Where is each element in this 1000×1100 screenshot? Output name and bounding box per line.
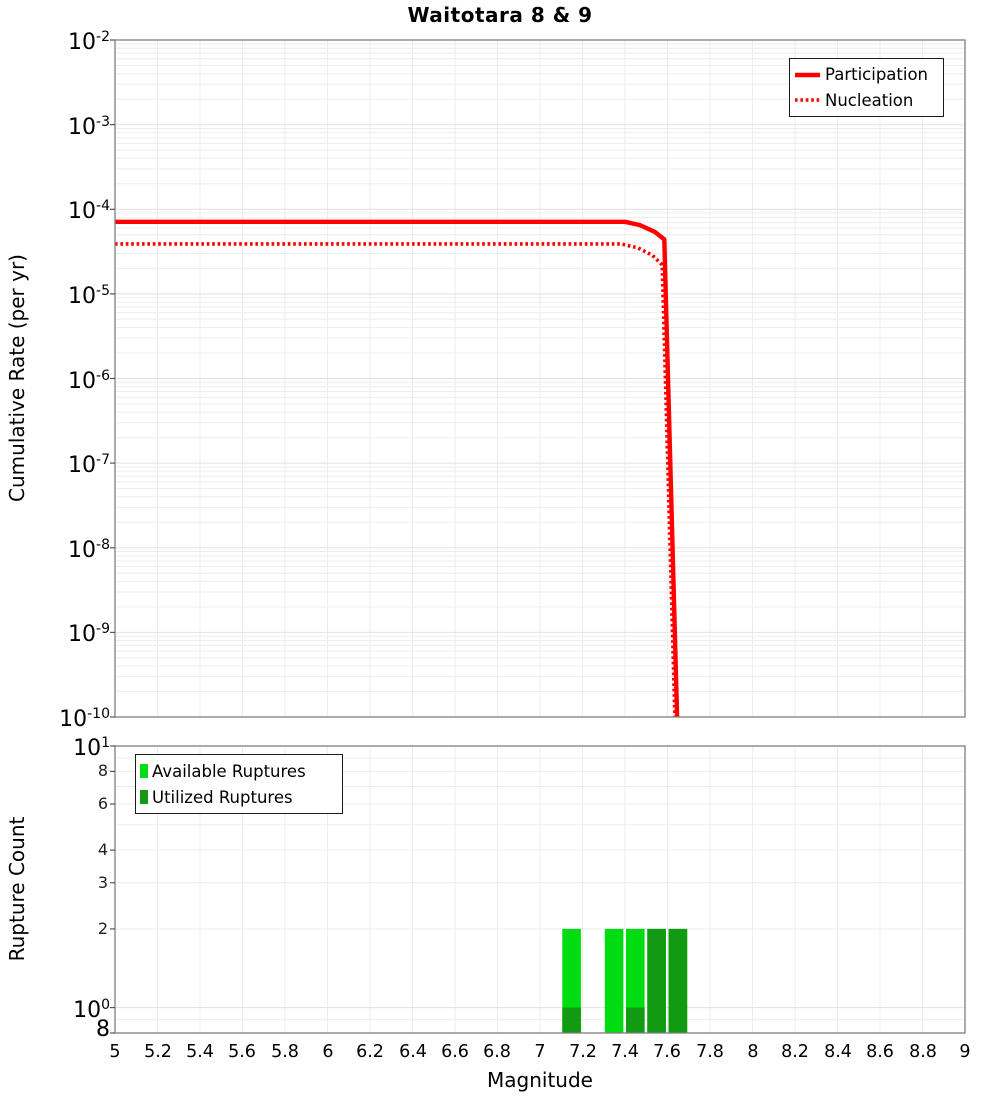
legend-label: Participation	[825, 65, 929, 85]
top-y-tick-label: 10-6	[68, 368, 110, 394]
x-tick-label: 7	[534, 1042, 546, 1062]
bottom-y-major-tick-label: 100	[73, 997, 110, 1023]
x-tick-label: 8.6	[866, 1042, 894, 1062]
top-y-tick-label: 10-8	[68, 537, 110, 563]
bottom-y-minor-tick-label: 4	[97, 840, 108, 859]
bottom-y-minor-tick-label: 3	[97, 873, 108, 892]
legend-item-participation: Participation	[794, 65, 939, 84]
x-tick-label: 8.8	[909, 1042, 937, 1062]
legend-label: Nucleation	[825, 90, 914, 110]
utilized-swatch-icon	[140, 790, 148, 804]
legend-item-nucleation: Nucleation	[794, 91, 939, 110]
x-tick-label: 8.2	[781, 1042, 809, 1062]
legend-item-utilized: Utilized Ruptures	[140, 788, 338, 807]
x-tick-label: 8.4	[824, 1042, 852, 1062]
top-y-tick-label: 10-10	[59, 706, 110, 732]
x-tick-label: 6.2	[356, 1042, 384, 1062]
x-tick-label: 7.2	[569, 1042, 597, 1062]
x-tick-label: 7.4	[611, 1042, 639, 1062]
top-y-tick-label: 10-2	[68, 29, 110, 55]
chart-title: Waitotara 8 & 9	[407, 3, 593, 27]
x-tick-label: 5	[109, 1042, 121, 1062]
x-tick-label: 6.8	[483, 1042, 511, 1062]
solid-line-icon	[795, 72, 820, 77]
bottom-y-major-tick-label: 8	[96, 1017, 110, 1042]
x-tick-label: 7.6	[653, 1042, 681, 1062]
dotted-line-icon	[795, 98, 820, 103]
x-tick-label: 6	[322, 1042, 334, 1062]
bottom-y-minor-tick-label: 8	[97, 761, 108, 780]
x-tick-label: 7.8	[696, 1042, 724, 1062]
top-y-tick-label: 10-4	[68, 198, 110, 224]
legend-label: Utilized Ruptures	[152, 787, 293, 807]
x-tick-label: 5.4	[186, 1042, 214, 1062]
top-y-tick-label: 10-5	[68, 283, 110, 309]
x-tick-label: 6.4	[399, 1042, 427, 1062]
x-tick-label: 9	[959, 1042, 971, 1062]
legend-item-available: Available Ruptures	[140, 762, 338, 781]
top-y-axis-label: Cumulative Rate (per yr)	[5, 254, 29, 502]
top-y-tick-label: 10-3	[68, 114, 110, 140]
top-y-tick-label: 10-7	[68, 452, 110, 478]
x-tick-label: 5.8	[271, 1042, 299, 1062]
x-tick-label: 5.6	[228, 1042, 256, 1062]
bottom-legend: Available Ruptures Utilized Ruptures	[135, 754, 343, 814]
x-tick-label: 5.2	[144, 1042, 172, 1062]
top-legend: Participation Nucleation	[789, 58, 944, 117]
x-axis-label: Magnitude	[487, 1068, 593, 1092]
bottom-y-major-tick-label: 101	[73, 735, 110, 761]
bottom-y-axis-label: Rupture Count	[5, 816, 29, 962]
x-tick-label: 6.6	[441, 1042, 469, 1062]
legend-label: Available Ruptures	[152, 761, 306, 781]
top-y-tick-label: 10-9	[68, 621, 110, 647]
x-tick-label: 8	[747, 1042, 759, 1062]
bottom-y-minor-tick-label: 6	[97, 794, 108, 813]
bottom-y-minor-tick-label: 2	[97, 919, 108, 938]
available-swatch-icon	[140, 764, 148, 778]
